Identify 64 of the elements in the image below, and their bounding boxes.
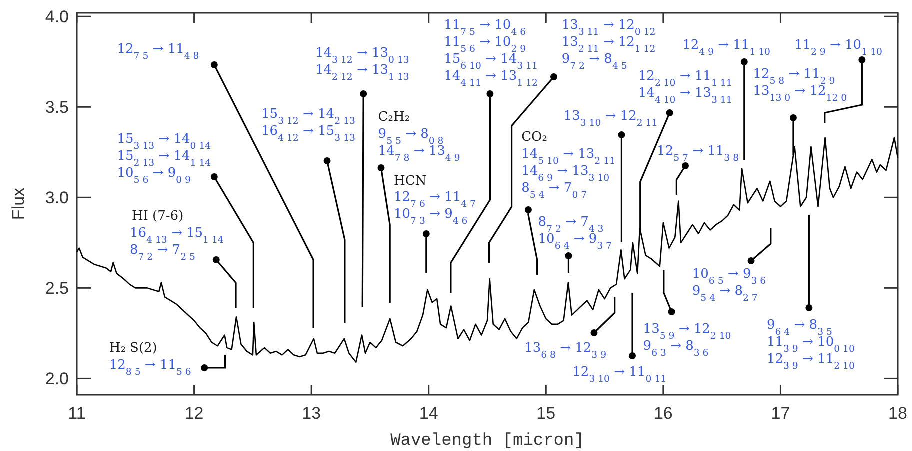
annotation: 14$_{6 9}$ → 13$_{3 10}$ — [522, 164, 610, 184]
y-tick-label: 2.5 — [45, 279, 69, 298]
annotation: 13$_{6 8}$ → 12$_{3 9}$ — [524, 341, 607, 360]
annotation: 12$_{7 6}$ → 11$_{4 7}$ — [394, 190, 476, 210]
y-axis-title: Flux — [9, 187, 28, 220]
x-axis-title: Wavelength [micron] — [390, 432, 584, 451]
annotation: 10$_{5 6}$ → 9$_{0 9}$ — [117, 166, 192, 186]
annotation: HI (7-6) — [132, 209, 184, 224]
annotation: 11$_{5 6}$ → 10$_{2 9}$ — [444, 35, 526, 54]
annotation: 12$_{3 10}$ → 11$_{0 11}$ — [572, 365, 667, 384]
annotation: 14$_{4 11}$ → 13$_{1 12}$ — [444, 69, 538, 88]
annotation: 9$_{6 4}$ → 8$_{3 5}$ — [766, 318, 832, 338]
annotation: 12$_{5 8}$ → 11$_{2 9}$ — [753, 67, 836, 86]
annotation: 12$_{5 7}$ → 11$_{3 8}$ — [657, 144, 740, 164]
annotation: 12$_{4 9}$ → 11$_{1 10}$ — [682, 38, 771, 58]
annotation: 15$_{2 13}$ → 14$_{1 14}$ — [117, 149, 212, 168]
annotation: 8$_{7 2}$ → 7$_{2 5}$ — [130, 243, 196, 262]
x-tick-label: 13 — [302, 404, 322, 423]
annotation: 12$_{7 5}$ → 11$_{4 8}$ — [117, 42, 200, 62]
annotation: 9$_{6 3}$ → 8$_{3 6}$ — [643, 339, 709, 358]
annotation: 14$_{3 12}$ → 13$_{0 13}$ — [315, 46, 410, 66]
annotation: 10$_{6 4}$ → 9$_{3 7}$ — [538, 232, 612, 252]
annotation: 15$_{3 12}$ → 14$_{2 13}$ — [262, 107, 356, 126]
annotation: 16$_{4 12}$ → 15$_{3 13}$ — [262, 124, 356, 144]
x-tick-label: 15 — [536, 404, 556, 423]
annotation: 9$_{7 2}$ → 8$_{4 5}$ — [562, 52, 628, 72]
annotation: 9$_{5 5}$ → 8$_{0 8}$ — [378, 127, 444, 146]
annotation: 14$_{5 10}$ → 13$_{2 11}$ — [522, 147, 616, 166]
annotation: H₂ S(2) — [109, 341, 158, 356]
annotation: 15$_{3 13}$ → 14$_{0 14}$ — [117, 132, 212, 152]
x-tick-label: 17 — [771, 404, 790, 423]
annotation: 13$_{3 11}$ → 12$_{0 12}$ — [562, 18, 656, 38]
x-tick-label: 14 — [419, 404, 438, 423]
x-tick-label: 12 — [184, 404, 204, 423]
y-tick-label: 4.0 — [45, 8, 69, 27]
annotation: 14$_{2 12}$ → 13$_{1 13}$ — [315, 63, 410, 82]
annotation: 8$_{7 2}$ → 7$_{4 3}$ — [538, 215, 604, 234]
annotation: 10$_{6 5}$ → 9$_{3 6}$ — [692, 267, 766, 286]
annotation: 14$_{7 8}$ → 13$_{4 9}$ — [378, 144, 460, 164]
annotation: 12$_{2 10}$ → 11$_{1 11}$ — [638, 69, 732, 88]
annotation: 14$_{4 10}$ → 13$_{3 11}$ — [638, 86, 732, 106]
annotation: 15$_{6 10}$ → 14$_{3 11}$ — [444, 52, 538, 72]
annotation: 8$_{5 4}$ → 7$_{0 7}$ — [522, 181, 588, 200]
x-tick-label: 11 — [68, 404, 86, 423]
annotation: 13$_{5 9}$ → 12$_{2 10}$ — [643, 322, 732, 342]
annotation: 16$_{4 13}$ → 15$_{1 14}$ — [130, 226, 224, 246]
annotation: 13$_{2 11}$ → 12$_{1 12}$ — [562, 35, 656, 54]
annotation: CO₂ — [522, 130, 548, 145]
annotation: 13$_{3 10}$ → 12$_{2 11}$ — [564, 109, 658, 128]
annotation: 9$_{5 4}$ → 8$_{2 7}$ — [692, 284, 758, 304]
y-tick-label: 2.0 — [45, 370, 69, 389]
x-tick-label: 16 — [654, 404, 673, 423]
annotation: 12$_{8 5}$ → 11$_{5 6}$ — [109, 358, 192, 378]
y-tick-label: 3.5 — [45, 98, 69, 118]
annotation: 13$_{13 0}$ → 12$_{12 0}$ — [753, 84, 848, 104]
x-tick-label: 18 — [888, 404, 908, 423]
annotation: 11$_{2 9}$ → 10$_{1 10}$ — [794, 38, 882, 58]
annotation: HCN — [394, 174, 427, 189]
annotation: 11$_{7 5}$ → 10$_{4 6}$ — [444, 18, 526, 38]
annotation: 12$_{3 9}$ → 11$_{2 10}$ — [766, 352, 855, 372]
annotation: 11$_{3 9}$ → 10$_{0 10}$ — [766, 335, 855, 354]
annotation: C₂H₂ — [378, 110, 410, 125]
y-tick-label: 3.0 — [45, 188, 69, 208]
annotation: 10$_{7 3}$ → 9$_{4 6}$ — [394, 207, 468, 226]
